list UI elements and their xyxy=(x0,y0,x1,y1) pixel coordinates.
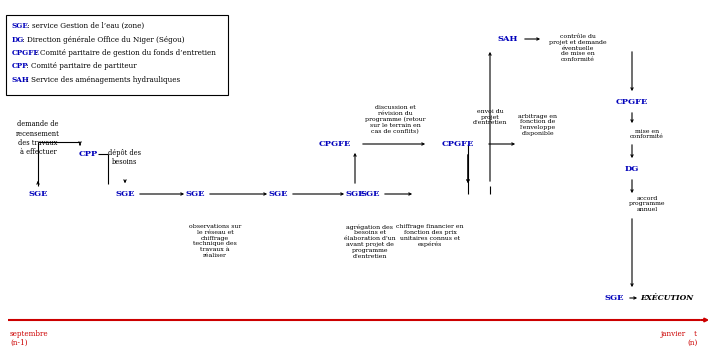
Text: DG: DG xyxy=(625,165,639,173)
Text: SGE: SGE xyxy=(12,22,29,30)
Text: SGE: SGE xyxy=(360,190,379,198)
Text: EXÉCUTION: EXÉCUTION xyxy=(640,294,693,302)
Text: arbitrage en
fonction de
l'enveloppe
disponible: arbitrage en fonction de l'enveloppe dis… xyxy=(518,114,557,136)
Text: DG: DG xyxy=(12,36,24,44)
Text: observations sur
le réseau et
chiffrage
technique des
travaux à
réaliser: observations sur le réseau et chiffrage … xyxy=(189,224,241,258)
Text: contrôle du
projet et demande
éventuelle
de mise en
conformité: contrôle du projet et demande éventuelle… xyxy=(549,34,607,62)
Text: CPGFE: CPGFE xyxy=(319,140,351,148)
Text: chiffrage financier en
fonction des prix
unitaires connus et
espérés: chiffrage financier en fonction des prix… xyxy=(396,224,464,247)
Text: SGE: SGE xyxy=(28,190,48,198)
Text: CPP: CPP xyxy=(78,150,98,158)
Text: CPGFE: CPGFE xyxy=(12,49,40,57)
Text: SGE: SGE xyxy=(269,190,288,198)
Text: envoi du
projet
d'entretien: envoi du projet d'entretien xyxy=(473,109,507,125)
Text: discussion et
révision du
programme (retour
sur le terrain en
cas de conflits): discussion et révision du programme (ret… xyxy=(365,105,426,134)
Text: SGE: SGE xyxy=(346,190,365,198)
Text: septembre
(n-1): septembre (n-1) xyxy=(10,330,49,347)
Text: SAH: SAH xyxy=(498,35,518,43)
Text: : Comité paritaire de gestion du fonds d’entretien: : Comité paritaire de gestion du fonds d… xyxy=(33,49,216,57)
Text: CPP: CPP xyxy=(12,63,29,71)
Text: CPGFE: CPGFE xyxy=(616,98,648,106)
Text: SGE: SGE xyxy=(604,294,624,302)
Text: SGE: SGE xyxy=(115,190,135,198)
Text: SGE: SGE xyxy=(185,190,204,198)
Text: : Direction générale Office du Niger (Ségou): : Direction générale Office du Niger (Sé… xyxy=(20,36,184,44)
Text: CPGFE: CPGFE xyxy=(442,140,474,148)
Text: accord
programme
annuel: accord programme annuel xyxy=(629,196,665,212)
Text: janvier    t
(n): janvier t (n) xyxy=(661,330,698,347)
Text: SAH: SAH xyxy=(12,76,30,84)
Text: : service Gestion de l’eau (zone): : service Gestion de l’eau (zone) xyxy=(25,22,144,30)
Text: mise en
conformité: mise en conformité xyxy=(630,128,664,139)
Text: agrégation des
besoins et
élaboration d'un
avant projet de
programme
d'entretien: agrégation des besoins et élaboration d'… xyxy=(344,224,396,258)
Text: : Comité paritaire de partiteur: : Comité paritaire de partiteur xyxy=(24,63,137,71)
Text: dépôt des
besoins: dépôt des besoins xyxy=(109,149,142,166)
Text: demande de
recensement
des travaux
à effectuer: demande de recensement des travaux à eff… xyxy=(16,120,60,156)
Text: : Service des aménagements hydrauliques: : Service des aménagements hydrauliques xyxy=(24,76,180,84)
FancyBboxPatch shape xyxy=(6,15,228,95)
